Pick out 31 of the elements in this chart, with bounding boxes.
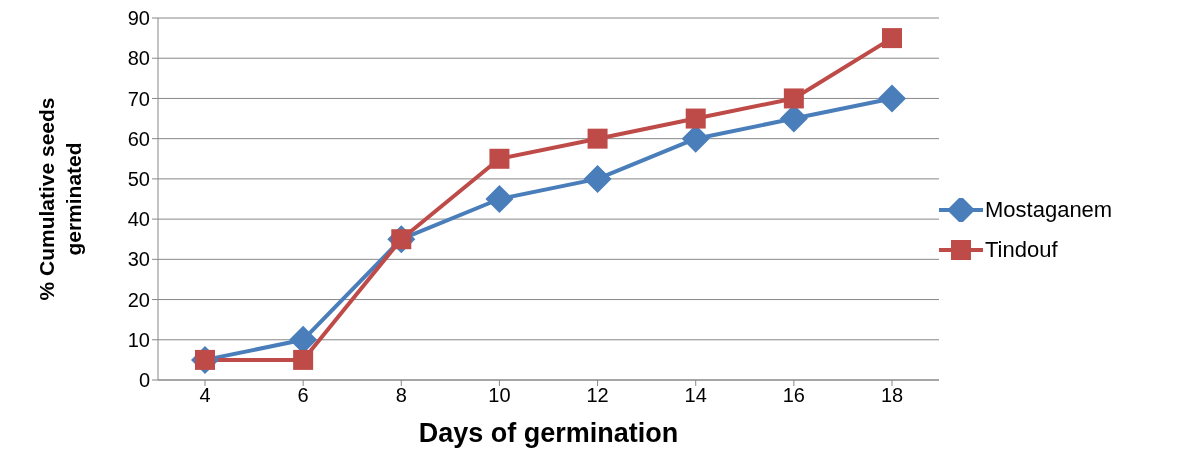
x-tick-label: 12: [586, 384, 609, 407]
y-tick-label: 60: [127, 127, 150, 150]
point: [583, 164, 612, 193]
y-tick-label: 10: [127, 328, 150, 351]
point: [878, 84, 906, 113]
legend-label: Tindouf: [985, 237, 1058, 263]
y-tick-label: 50: [127, 167, 150, 190]
y-tick-label: 20: [127, 288, 150, 311]
x-tick-label: 8: [395, 384, 407, 407]
point: [485, 185, 514, 213]
y-tick-label: 30: [127, 248, 150, 271]
x-tick-label: 4: [199, 384, 211, 407]
point: [587, 128, 608, 149]
point: [882, 28, 902, 49]
y-tick-label: 0: [138, 369, 150, 392]
y-tick-label: 70: [127, 87, 150, 110]
x-tick-label: 6: [297, 384, 309, 407]
y-axis-title: % Cumulative seeds germinated: [35, 97, 85, 301]
point: [783, 88, 804, 109]
x-tick-label: 14: [684, 384, 707, 407]
y-tick-label: 90: [127, 7, 150, 30]
point: [685, 108, 706, 129]
y-tick-label: 80: [127, 47, 150, 70]
x-tick-label: 16: [782, 384, 805, 407]
y-tick-label: 40: [127, 208, 150, 231]
point: [489, 148, 510, 169]
x-tick-label: 10: [488, 384, 511, 407]
legend-label: Mostaganem: [985, 197, 1113, 223]
point: [293, 349, 314, 370]
x-axis-title: Days of germination: [418, 418, 679, 448]
x-tick-label: 18: [880, 384, 904, 407]
